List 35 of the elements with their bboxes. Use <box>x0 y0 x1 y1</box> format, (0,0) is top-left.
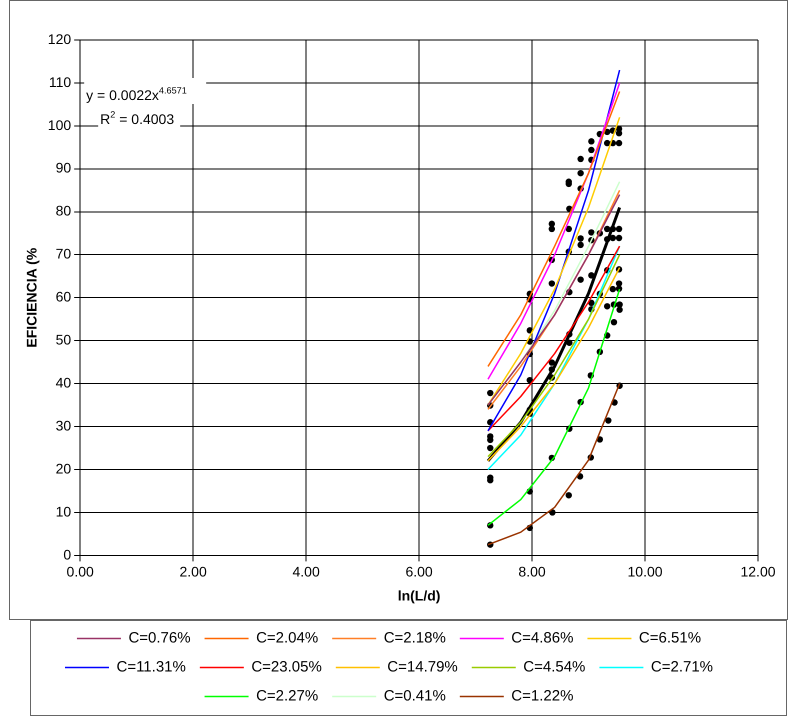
x-tick-label: 6.00 <box>405 564 433 580</box>
legend-label: C=4.86% <box>511 630 574 647</box>
legend-label: C=6.51% <box>638 630 702 647</box>
x-tick-label: 0.00 <box>66 564 94 580</box>
y-tick-label: 80 <box>56 202 72 219</box>
legend-label: C=23.05% <box>251 658 322 676</box>
y-tick-label: 120 <box>48 30 72 47</box>
legend-label: C=11.31% <box>116 658 186 676</box>
legend-label: C=0.41% <box>384 688 446 705</box>
y-tick-label: 70 <box>56 246 72 262</box>
y-tick-label: 20 <box>56 460 72 476</box>
y-tick-label: 100 <box>48 116 72 133</box>
legend-label: C=0.76% <box>128 630 191 647</box>
x-tick-label: 12.00 <box>740 564 776 580</box>
y-tick-label: 40 <box>56 374 72 390</box>
y-tick-label: 110 <box>48 74 72 90</box>
y-tick-label: 30 <box>56 417 72 434</box>
y-tick-label: 90 <box>56 160 72 176</box>
x-tick-label: 10.00 <box>628 564 663 580</box>
x-tick-label: 8.00 <box>518 564 546 580</box>
legend-label: C=4.54% <box>523 658 586 676</box>
legend-label: C=2.18% <box>384 630 446 647</box>
legend-label: C=2.71% <box>650 658 714 676</box>
legend-label: C=2.27% <box>256 688 318 705</box>
x-axis-title: ln(L/d) <box>398 587 440 604</box>
y-axis-title: EFICIENCIA (% <box>23 247 40 348</box>
y-tick-label: 50 <box>56 332 72 348</box>
y-tick-label: 10 <box>56 503 72 520</box>
x-tick-label: 2.00 <box>180 564 207 580</box>
legend-label: C=2.04% <box>256 630 318 647</box>
x-tick-label: 4.00 <box>292 564 320 580</box>
legend-label: C=14.79% <box>387 658 458 676</box>
legend-label: C=1.22% <box>511 688 574 705</box>
y-tick-label: 0 <box>63 546 72 562</box>
y-tick-label: 60 <box>56 288 72 305</box>
